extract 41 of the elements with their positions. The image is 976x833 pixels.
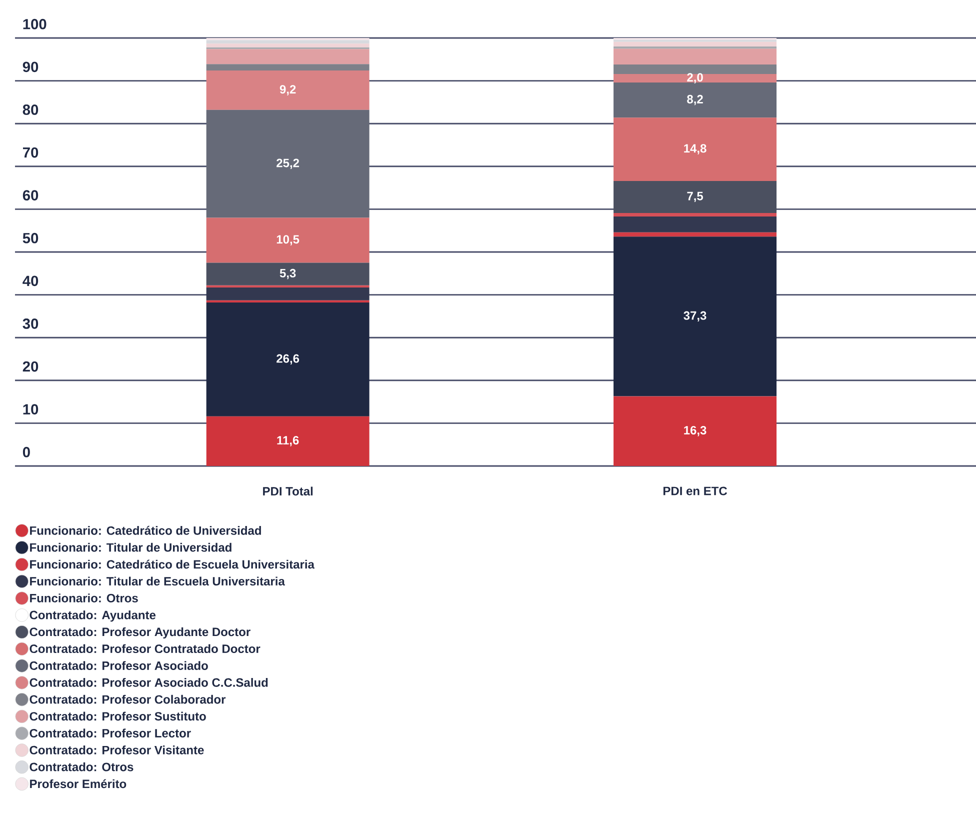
y-tick-label: 50 [22, 232, 38, 244]
y-tick-label: 20 [22, 361, 38, 372]
data-label: 8,2 [687, 94, 703, 106]
x-tick-label: PDI en ETC [663, 486, 728, 496]
y-tick-label: 60 [22, 190, 38, 200]
y-tick-label: 90 [22, 62, 38, 72]
legend-label: Funcionario: Otros [30, 594, 138, 602]
data-label: 5,3 [280, 268, 296, 280]
legend-label: Profesor Emérito [30, 779, 126, 788]
y-tick-label: 10 [23, 404, 38, 414]
data-label: 14,8 [684, 144, 706, 154]
data-label: 9,2 [280, 85, 296, 96]
data-label: 26,6 [276, 354, 300, 365]
legend-label: Contratado: Profesor Ayudante Doctor [30, 627, 250, 639]
legend-label: Contratado: Profesor Sustituto [30, 712, 206, 721]
y-tick-label: 70 [23, 147, 38, 158]
data-label: 16,3 [684, 426, 706, 436]
legend-label: Contratado: Profesor Colaborador [30, 694, 226, 704]
legend-label: Contratado: Ayudante [30, 610, 156, 622]
legend-label: Funcionario: Titular de Universidad [30, 542, 232, 552]
legend-label: Funcionario: Titular de Escuela Universitaria [30, 576, 285, 586]
legend-label: Funcionario: Catedrático de Universidad [30, 526, 261, 535]
y-tick-label: 30 [22, 318, 38, 329]
data-label: 7,5 [687, 192, 704, 202]
legend-label: Funcionario: Catedrático de Escuela Universitaria [30, 560, 315, 569]
y-tick-label: 0 [22, 446, 30, 458]
legend-label: Contratado: Profesor Visitante [30, 746, 204, 754]
x-tick-label: PDI Total [263, 486, 313, 496]
data-label: 11,6 [277, 436, 299, 446]
data-label: 37,3 [684, 311, 706, 322]
legend-label: Contratado: Profesor Asociado C.C.Salud [30, 678, 268, 687]
y-tick-label: 40 [22, 276, 38, 286]
y-tick-label: 80 [22, 104, 38, 115]
y-tick-label: 100 [23, 18, 46, 30]
legend-label: Contratado: Otros [30, 762, 134, 772]
legend-label: Contratado: Profesor Contratado Doctor [30, 644, 260, 654]
legend-label: Contratado: Profesor Lector [30, 728, 191, 738]
data-label: 10,5 [276, 235, 300, 246]
data-label: 2,0 [687, 73, 703, 84]
data-label: 25,2 [276, 158, 300, 169]
legend-label: Contratado: Profesor Asociado [30, 661, 208, 670]
